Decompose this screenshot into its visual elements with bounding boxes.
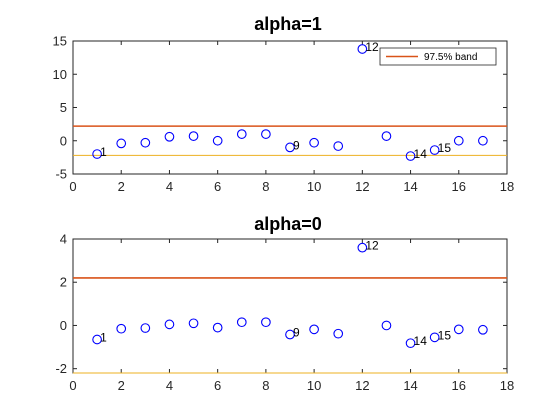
- data-point: [188, 318, 199, 329]
- legend-label: 97.5% band: [424, 52, 477, 63]
- x-tick-label: 14: [403, 378, 417, 393]
- data-point: [285, 329, 295, 340]
- x-tick-label: 2: [118, 378, 125, 393]
- data-point: [333, 141, 344, 151]
- x-tick-label: 10: [307, 378, 321, 393]
- point-label: 1: [100, 145, 107, 159]
- y-tick-label: 5: [60, 100, 67, 115]
- x-tick-label: 12: [355, 378, 369, 393]
- data-point: [429, 145, 440, 155]
- data-point: [236, 317, 247, 328]
- data-point: [478, 324, 488, 335]
- x-tick-label: 6: [214, 378, 221, 393]
- data-point: [405, 338, 416, 349]
- y-tick-label: -2: [55, 361, 67, 376]
- y-tick-label: 0: [60, 318, 67, 333]
- x-tick-label: 6: [214, 179, 221, 194]
- x-tick-label: 14: [403, 179, 417, 194]
- data-point: [333, 328, 344, 339]
- point-label: 9: [293, 326, 300, 340]
- point-label: 14: [414, 334, 428, 348]
- data-point: [429, 332, 440, 343]
- x-tick-label: 4: [166, 378, 173, 393]
- point-label: 15: [438, 141, 452, 155]
- data-point: [92, 149, 102, 159]
- data-point: [116, 323, 127, 334]
- x-tick-label: 4: [166, 179, 173, 194]
- data-point: [236, 129, 247, 139]
- x-tick-label: 0: [69, 378, 76, 393]
- data-point: [453, 135, 464, 146]
- point-label: 9: [293, 138, 300, 152]
- legend-box: [379, 47, 497, 66]
- x-tick-label: 18: [500, 179, 514, 194]
- chart-title: alpha=0: [254, 214, 322, 234]
- y-tick-label: -5: [55, 167, 67, 182]
- x-tick-label: 16: [452, 179, 466, 194]
- point-label: 1: [100, 331, 107, 345]
- data-point: [212, 322, 223, 333]
- data-point: [285, 142, 295, 153]
- data-point: [309, 324, 319, 335]
- x-tick-label: 2: [118, 179, 125, 194]
- data-point: [261, 129, 271, 139]
- data-point: [140, 323, 151, 333]
- data-point: [357, 242, 368, 253]
- point-label: 15: [438, 328, 452, 342]
- data-point: [478, 135, 488, 146]
- y-tick-label: 0: [60, 133, 67, 148]
- data-point: [405, 151, 416, 161]
- x-tick-label: 8: [262, 179, 269, 194]
- axes-box: [72, 238, 508, 374]
- x-tick-label: 18: [500, 378, 514, 393]
- data-point: [261, 317, 271, 328]
- x-tick-label: 0: [69, 179, 76, 194]
- data-point: [212, 135, 223, 146]
- x-tick-label: 16: [452, 378, 466, 393]
- chart-title: alpha=1: [254, 14, 322, 34]
- data-point: [116, 138, 127, 149]
- x-tick-label: 8: [262, 378, 269, 393]
- data-point: [164, 131, 175, 142]
- data-point: [140, 137, 151, 148]
- data-point: [381, 131, 392, 141]
- point-label: 14: [414, 147, 428, 161]
- y-tick-label: 4: [60, 232, 67, 247]
- point-label: 12: [365, 40, 379, 54]
- y-tick-label: 2: [60, 275, 67, 290]
- point-label: 12: [365, 239, 379, 253]
- data-point: [357, 44, 368, 54]
- data-point: [309, 137, 319, 148]
- x-tick-label: 12: [355, 179, 369, 194]
- y-tick-label: 10: [53, 67, 67, 82]
- data-point: [453, 324, 464, 335]
- y-tick-label: 15: [53, 34, 67, 49]
- data-point: [188, 131, 199, 141]
- data-point: [164, 319, 175, 330]
- legend: 97.5% band: [379, 47, 497, 66]
- data-point: [92, 334, 102, 345]
- data-point: [381, 320, 392, 331]
- x-tick-label: 10: [307, 179, 321, 194]
